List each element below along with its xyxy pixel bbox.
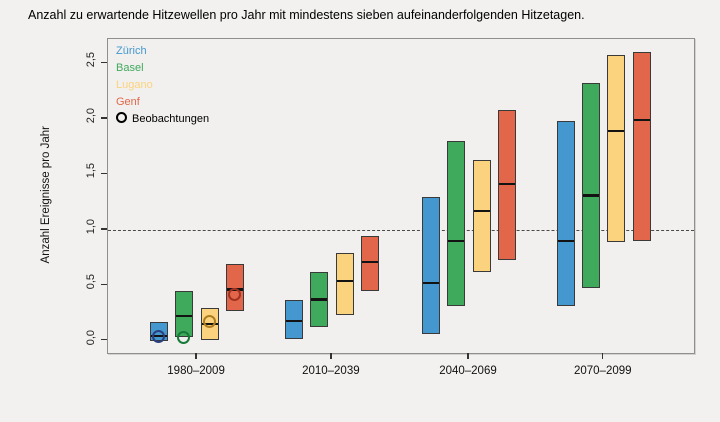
box-genf-2010-2039 bbox=[360, 236, 379, 291]
box-basel-2070-2099 bbox=[582, 83, 601, 288]
x-tick-label: 2070–2099 bbox=[573, 365, 632, 377]
box-lugano-2040-2069 bbox=[472, 159, 491, 272]
box-genf-2040-2069 bbox=[498, 110, 517, 260]
legend-observations-label: Beobachtungen bbox=[132, 113, 210, 125]
box-lugano-2010-2039 bbox=[335, 253, 354, 316]
box-basel-2010-2039 bbox=[310, 272, 329, 328]
y-tick-0,5 bbox=[101, 283, 107, 285]
median-lugano-2010-2039 bbox=[336, 279, 353, 282]
legend: Zürich Basel Lugano Genf Beobachtungen bbox=[116, 43, 209, 128]
median-z-rich-2040-2069 bbox=[422, 281, 439, 285]
y-tick-1,0 bbox=[101, 228, 107, 230]
legend-item-z-rich: Zürich bbox=[116, 45, 147, 57]
median-genf-2040-2069 bbox=[499, 183, 516, 186]
y-tick-label: 1,0 bbox=[85, 218, 97, 235]
x-tick-label: 1980–2009 bbox=[167, 365, 225, 377]
y-tick-label: 1,5 bbox=[85, 163, 97, 179]
median-genf-2010-2039 bbox=[361, 260, 378, 264]
box-genf-2070-2099 bbox=[632, 52, 651, 241]
median-basel-2070-2099 bbox=[583, 194, 600, 197]
observation-genf bbox=[228, 288, 242, 302]
box-lugano-2070-2099 bbox=[607, 54, 626, 243]
chart-title: Anzahl zu erwartende Hitzewellen pro Jah… bbox=[28, 8, 585, 22]
median-z-rich-2070-2099 bbox=[557, 239, 574, 242]
legend-item-genf: Genf bbox=[116, 96, 140, 108]
legend-item-lugano: Lugano bbox=[116, 79, 153, 91]
y-tick-2,0 bbox=[101, 117, 107, 119]
y-axis-title: Anzahl Ereignisse pro Jahr bbox=[40, 126, 52, 264]
x-tick-1980-2009 bbox=[195, 353, 197, 359]
observation-basel bbox=[177, 331, 191, 345]
box-z-rich-2010-2039 bbox=[284, 299, 303, 339]
observation-lugano bbox=[202, 314, 216, 328]
reference-line-1-0 bbox=[108, 229, 694, 231]
legend-item-basel: Basel bbox=[116, 62, 144, 74]
y-tick-label: 0,0 bbox=[85, 329, 97, 346]
median-z-rich-2010-2039 bbox=[285, 319, 302, 322]
x-tick-2010-2039 bbox=[330, 353, 332, 359]
median-genf-2070-2099 bbox=[633, 118, 650, 122]
x-tick-2070-2099 bbox=[602, 353, 604, 359]
x-tick-2040-2069 bbox=[467, 353, 469, 359]
legend-item-beobachtungen: Beobachtungen bbox=[116, 111, 209, 128]
median-lugano-2040-2069 bbox=[473, 209, 490, 213]
median-basel-2010-2039 bbox=[311, 298, 328, 301]
box-basel-1980-2009 bbox=[175, 290, 194, 338]
plot-area: Zürich Basel Lugano Genf Beobachtungen bbox=[107, 38, 695, 354]
box-z-rich-2040-2069 bbox=[421, 196, 440, 335]
y-tick-0,0 bbox=[101, 339, 107, 341]
observation-circle-icon bbox=[116, 112, 127, 123]
box-basel-2040-2069 bbox=[447, 141, 466, 307]
x-tick-label: 2010–2039 bbox=[302, 365, 360, 377]
box-z-rich-2070-2099 bbox=[556, 121, 575, 307]
observation-z-rich bbox=[151, 330, 165, 344]
median-basel-2040-2069 bbox=[448, 239, 465, 242]
y-tick-label: 2,0 bbox=[85, 107, 97, 124]
y-tick-label: 2,5 bbox=[85, 52, 97, 68]
y-tick-1,5 bbox=[101, 172, 107, 175]
median-lugano-2070-2099 bbox=[608, 129, 625, 133]
y-tick-label: 0,5 bbox=[85, 274, 97, 290]
y-axis-title-wrap: Anzahl Ereignisse pro Jahr bbox=[38, 38, 54, 352]
median-basel-1980-2009 bbox=[176, 315, 193, 318]
y-tick-2,5 bbox=[101, 61, 107, 64]
x-tick-label: 2040–2069 bbox=[439, 365, 497, 377]
